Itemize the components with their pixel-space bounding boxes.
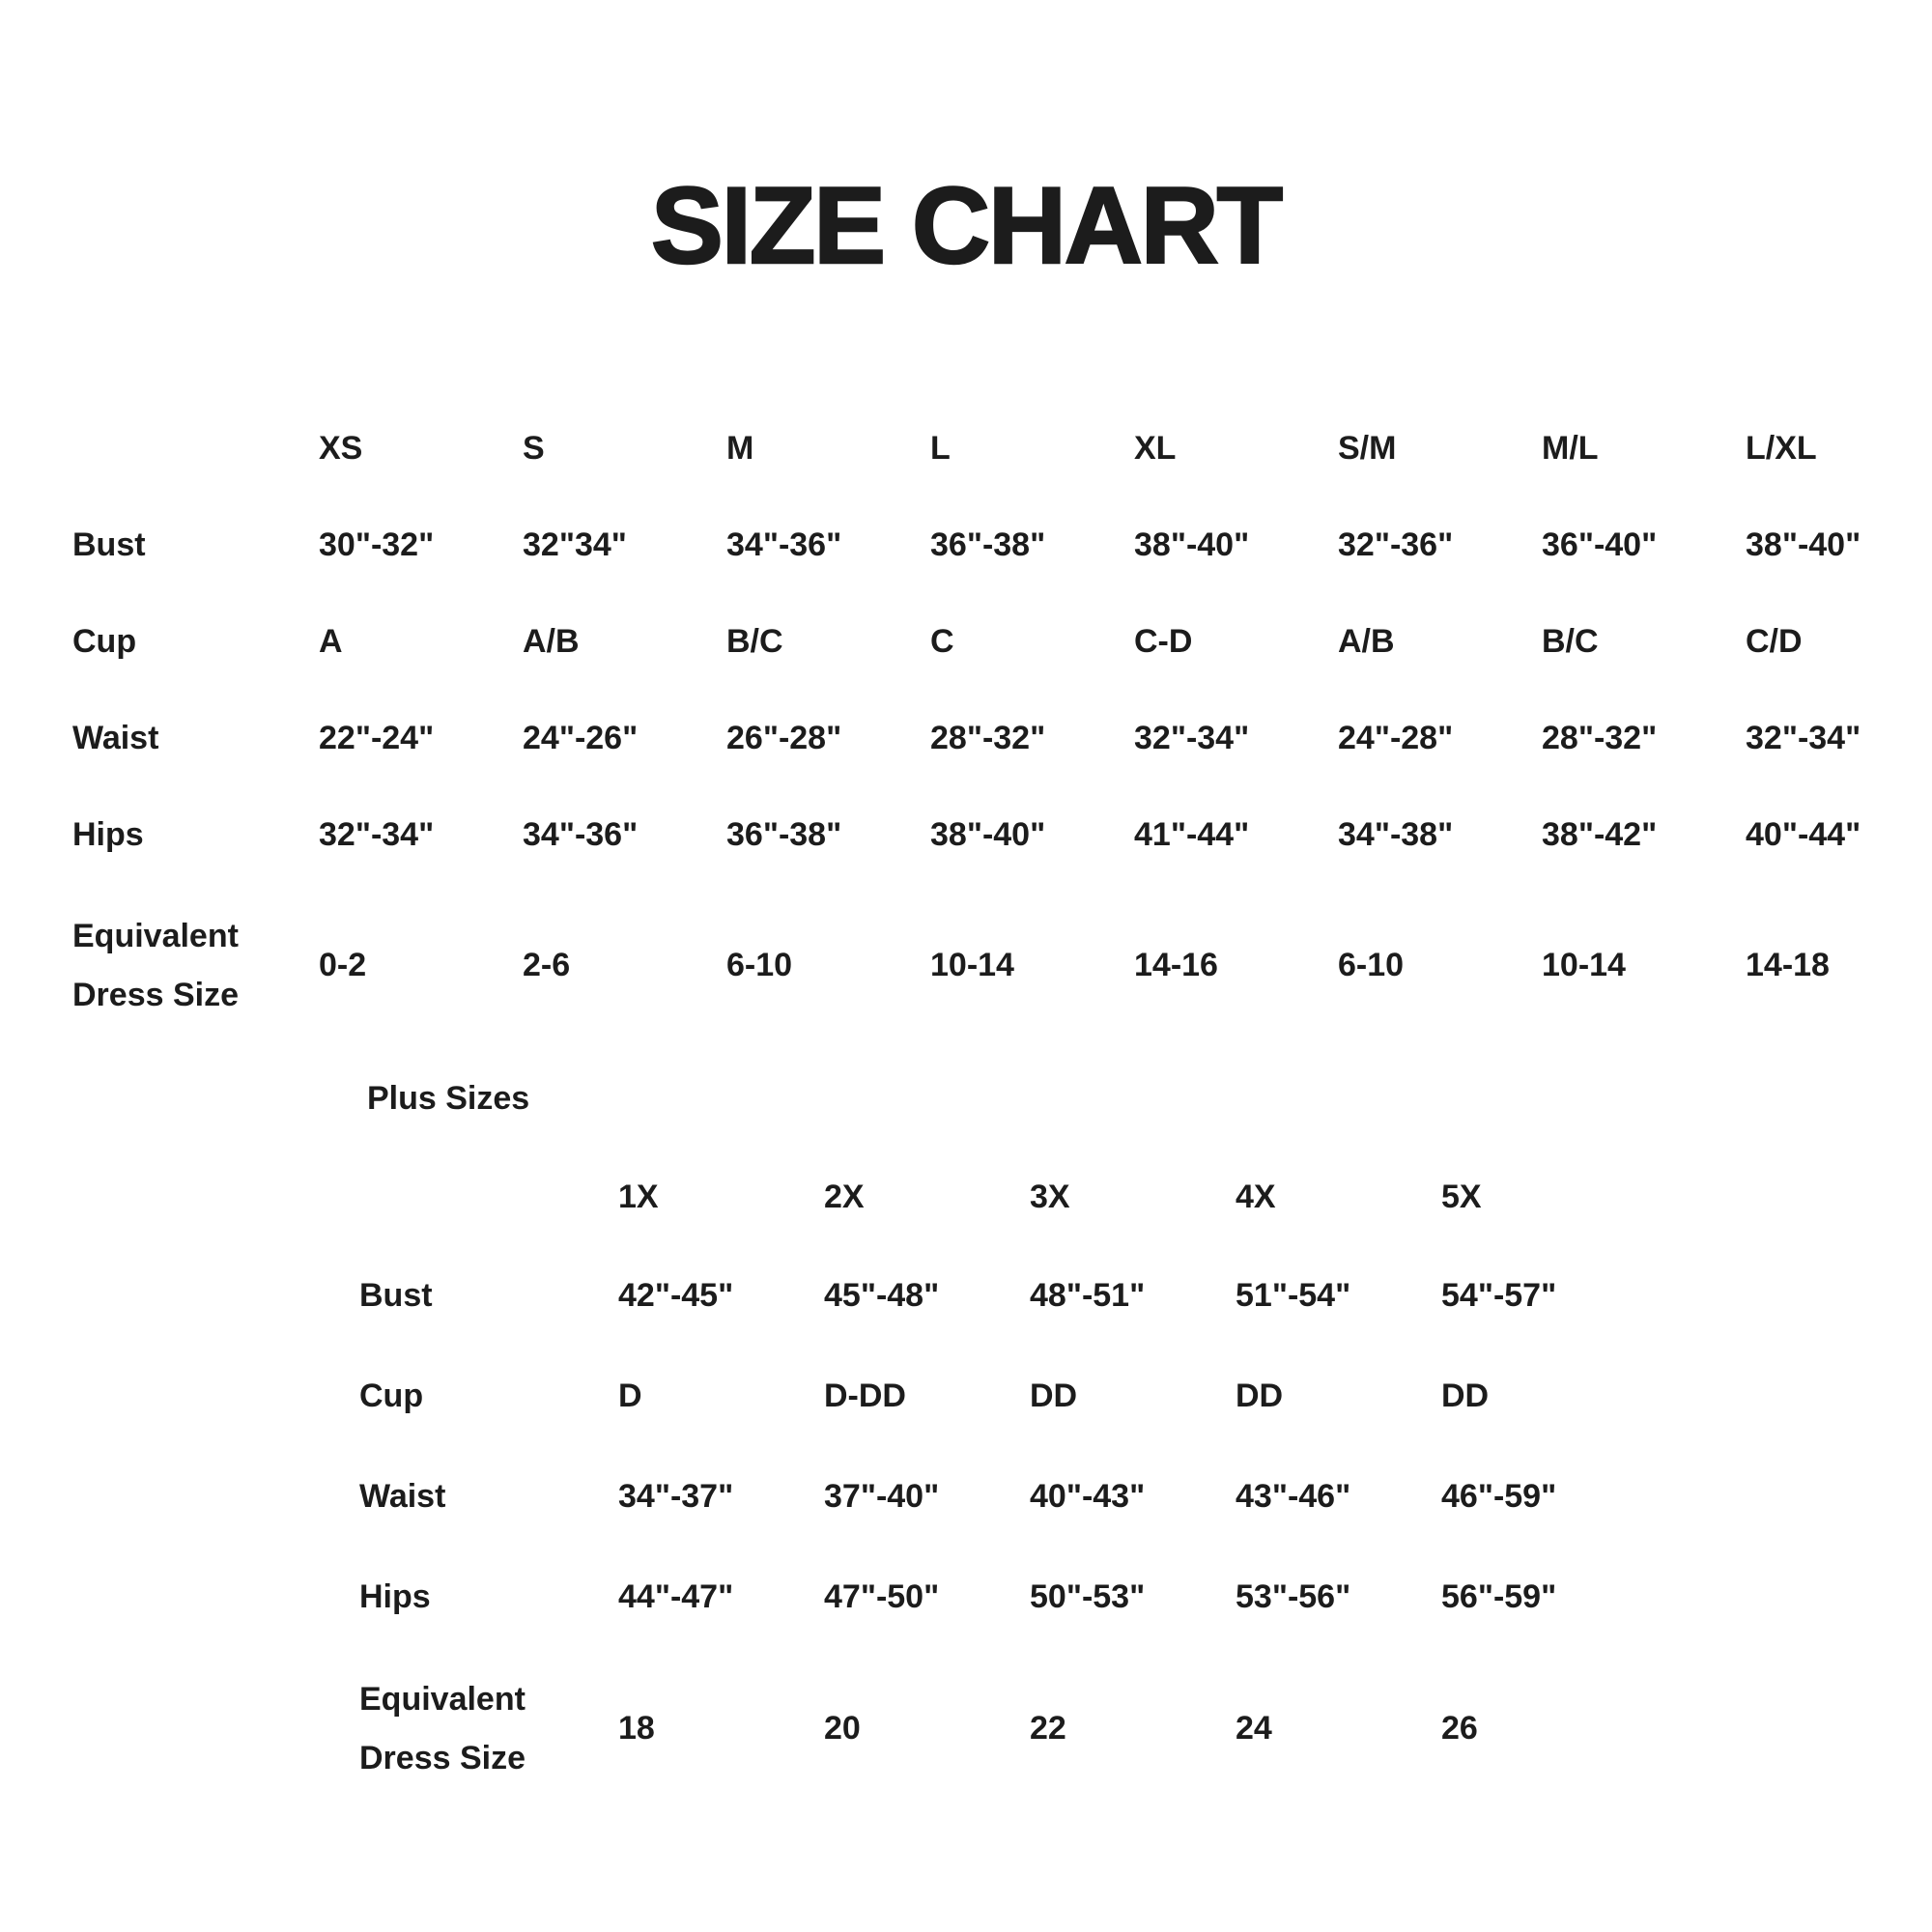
cell-waist-4x: 43"-46" bbox=[1236, 1478, 1351, 1516]
standard-sizes-table: XS S M L XL S/M M/L L/XL Bust 30"-32" 32"34" 34"-36… bbox=[72, 401, 1932, 1048]
column-header-5x: 5X bbox=[1441, 1179, 1482, 1216]
cell-bust-l: 36"-38" bbox=[930, 526, 1046, 564]
cell-bust-4x: 51"-54" bbox=[1236, 1277, 1351, 1315]
cell-waist-5x: 46"-59" bbox=[1441, 1478, 1557, 1516]
cell-cup-xs: A bbox=[319, 623, 343, 661]
column-header-4x: 4X bbox=[1236, 1179, 1276, 1216]
column-header-1x: 1X bbox=[618, 1179, 659, 1216]
cell-bust-2x: 45"-48" bbox=[824, 1277, 940, 1315]
cell-cup-xl: C-D bbox=[1134, 623, 1193, 661]
cell-equivalent-dress-size-5x: 26 bbox=[1441, 1710, 1478, 1747]
corner-cell bbox=[72, 401, 319, 497]
cell-equivalent-dress-size-3x: 22 bbox=[1030, 1710, 1066, 1747]
cell-equivalent-dress-size-m: 6-10 bbox=[726, 947, 793, 984]
cell-equivalent-dress-size-xl: 14-16 bbox=[1134, 947, 1218, 984]
cell-equivalent-dress-size-l-xl: 14-18 bbox=[1746, 947, 1830, 984]
page-title: SIZE CHART bbox=[650, 165, 1285, 286]
column-header-3x: 3X bbox=[1030, 1179, 1070, 1216]
column-header-m-l: M/L bbox=[1542, 430, 1599, 468]
column-header-xl: XL bbox=[1134, 430, 1177, 468]
cell-bust-l-xl: 38"-40" bbox=[1746, 526, 1861, 564]
cell-cup-s: A/B bbox=[523, 623, 580, 661]
column-header-s-m: S/M bbox=[1338, 430, 1397, 468]
cell-hips-1x: 44"-47" bbox=[618, 1578, 734, 1616]
cell-cup-l-xl: C/D bbox=[1746, 623, 1803, 661]
cell-bust-1x: 42"-45" bbox=[618, 1277, 734, 1315]
cell-waist-l: 28"-32" bbox=[930, 720, 1046, 757]
cell-hips-s-m: 34"-38" bbox=[1338, 816, 1454, 854]
cell-bust-xl: 38"-40" bbox=[1134, 526, 1250, 564]
cell-hips-3x: 50"-53" bbox=[1030, 1578, 1146, 1616]
row-label-waist: Waist bbox=[359, 1478, 446, 1516]
cell-equivalent-dress-size-m-l: 10-14 bbox=[1542, 947, 1626, 984]
row-label-cup: Cup bbox=[72, 623, 137, 661]
cell-waist-m: 26"-28" bbox=[726, 720, 842, 757]
cell-equivalent-dress-size-1x: 18 bbox=[618, 1710, 655, 1747]
column-header-s: S bbox=[523, 430, 545, 468]
cell-waist-3x: 40"-43" bbox=[1030, 1478, 1146, 1516]
column-header-2x: 2X bbox=[824, 1179, 865, 1216]
cell-hips-m: 36"-38" bbox=[726, 816, 842, 854]
row-label-cup: Cup bbox=[359, 1378, 424, 1415]
cell-waist-xs: 22"-24" bbox=[319, 720, 435, 757]
cell-hips-2x: 47"-50" bbox=[824, 1578, 940, 1616]
cell-equivalent-dress-size-l: 10-14 bbox=[930, 947, 1014, 984]
row-label-hips: Hips bbox=[72, 816, 144, 854]
cell-equivalent-dress-size-xs: 0-2 bbox=[319, 947, 367, 984]
cell-hips-l-xl: 40"-44" bbox=[1746, 816, 1861, 854]
column-header-xs: XS bbox=[319, 430, 363, 468]
column-header-m: M bbox=[726, 430, 754, 468]
column-header-l: L bbox=[930, 430, 951, 468]
cell-hips-m-l: 38"-42" bbox=[1542, 816, 1658, 854]
cell-hips-xl: 41"-44" bbox=[1134, 816, 1250, 854]
plus-sizes-heading: Plus Sizes bbox=[367, 1079, 530, 1117]
cell-equivalent-dress-size-s: 2-6 bbox=[523, 947, 571, 984]
row-label-waist: Waist bbox=[72, 720, 159, 757]
cell-hips-s: 34"-36" bbox=[523, 816, 639, 854]
cell-bust-m: 34"-36" bbox=[726, 526, 842, 564]
column-header-l-xl: L/XL bbox=[1746, 430, 1817, 468]
cell-bust-m-l: 36"-40" bbox=[1542, 526, 1658, 564]
cell-cup-l: C bbox=[930, 623, 954, 661]
row-label-bust: Bust bbox=[72, 526, 146, 564]
cell-equivalent-dress-size-s-m: 6-10 bbox=[1338, 947, 1405, 984]
cell-hips-xs: 32"-34" bbox=[319, 816, 435, 854]
cell-cup-2x: D-DD bbox=[824, 1378, 906, 1415]
cell-waist-m-l: 28"-32" bbox=[1542, 720, 1658, 757]
cell-waist-s: 24"-26" bbox=[523, 720, 639, 757]
cell-cup-s-m: A/B bbox=[1338, 623, 1395, 661]
plus-sizes-table: 1X 2X 3X 4X 5X Bust 42"-45" 45"-48" 48"-51" 51"-5… bbox=[359, 1150, 1647, 1810]
cell-cup-m: B/C bbox=[726, 623, 783, 661]
corner-cell bbox=[359, 1150, 618, 1246]
row-label-bust: Bust bbox=[359, 1277, 433, 1315]
cell-hips-5x: 56"-59" bbox=[1441, 1578, 1557, 1616]
row-label-equivalent-dress-size: Equivalent Dress Size bbox=[72, 917, 239, 1013]
cell-waist-1x: 34"-37" bbox=[618, 1478, 734, 1516]
row-label-equivalent-dress-size: Equivalent Dress Size bbox=[359, 1680, 526, 1776]
cell-waist-2x: 37"-40" bbox=[824, 1478, 940, 1516]
cell-hips-4x: 53"-56" bbox=[1236, 1578, 1351, 1616]
cell-bust-5x: 54"-57" bbox=[1441, 1277, 1557, 1315]
cell-equivalent-dress-size-4x: 24 bbox=[1236, 1710, 1272, 1747]
cell-cup-5x: DD bbox=[1441, 1378, 1490, 1415]
cell-cup-4x: DD bbox=[1236, 1378, 1284, 1415]
cell-waist-xl: 32"-34" bbox=[1134, 720, 1250, 757]
cell-bust-s: 32"34" bbox=[523, 526, 627, 564]
cell-waist-s-m: 24"-28" bbox=[1338, 720, 1454, 757]
cell-cup-1x: D bbox=[618, 1378, 642, 1415]
cell-cup-m-l: B/C bbox=[1542, 623, 1599, 661]
cell-hips-l: 38"-40" bbox=[930, 816, 1046, 854]
cell-waist-l-xl: 32"-34" bbox=[1746, 720, 1861, 757]
cell-bust-3x: 48"-51" bbox=[1030, 1277, 1146, 1315]
row-label-hips: Hips bbox=[359, 1578, 431, 1616]
cell-bust-s-m: 32"-36" bbox=[1338, 526, 1454, 564]
cell-equivalent-dress-size-2x: 20 bbox=[824, 1710, 861, 1747]
cell-cup-3x: DD bbox=[1030, 1378, 1078, 1415]
cell-bust-xs: 30"-32" bbox=[319, 526, 435, 564]
